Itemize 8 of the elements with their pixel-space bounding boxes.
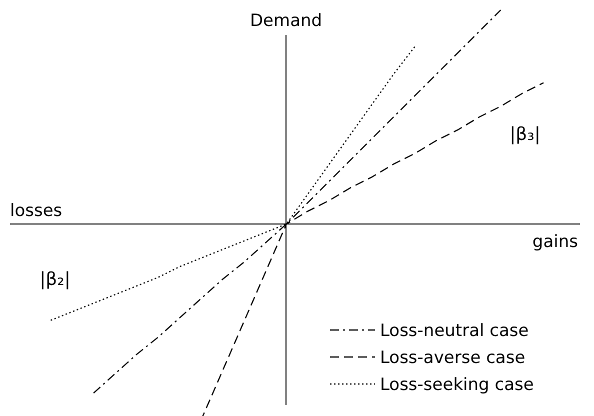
legend-label: Loss-neutral case <box>380 321 529 341</box>
annotation: |β₂| <box>40 269 70 290</box>
x-axis-title: gains <box>532 232 578 252</box>
legend-label: Loss-seeking case <box>380 375 534 395</box>
y-axis-title: Demand <box>250 11 322 31</box>
legend-label: Loss-averse case <box>380 348 526 368</box>
annotation: losses <box>10 201 62 221</box>
annotation: |β₃| <box>510 124 540 145</box>
